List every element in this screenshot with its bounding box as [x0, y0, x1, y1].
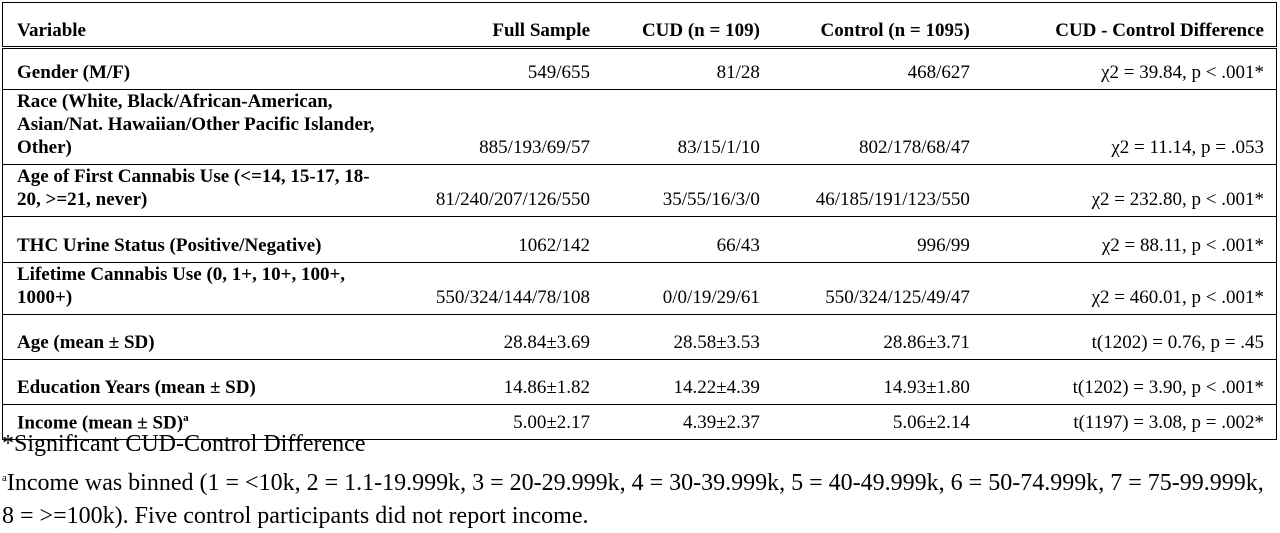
- data-cell: t(1202) = 0.76, p = .45: [981, 314, 1277, 360]
- row-label-cell: Gender (M/F): [2, 47, 403, 90]
- data-cell: 66/43: [602, 216, 772, 263]
- data-cell: 550/324/125/49/47: [771, 262, 982, 315]
- table-row: THC Urine Status (Positive/Negative) 1062…: [2, 216, 1277, 263]
- row-label: Gender (M/F): [17, 62, 131, 83]
- data-cell: 550/324/144/78/108: [402, 262, 603, 315]
- row-label: Age of First Cannabis Use (<=14, 15-17, …: [17, 166, 370, 210]
- column-header: Control (n = 1095): [771, 2, 982, 49]
- row-label: Lifetime Cannabis Use (0, 1+, 10+, 100+,…: [17, 264, 346, 308]
- row-label: Income (mean ± SD): [17, 412, 184, 433]
- data-cell: 28.84±3.69: [402, 314, 603, 360]
- column-header: Full Sample: [402, 2, 603, 49]
- data-cell: 46/185/191/123/550: [771, 164, 982, 217]
- row-label-cell: Income (mean ± SD)a: [2, 404, 403, 440]
- footnote-marker: a: [2, 472, 7, 484]
- row-label: Race (White, Black/African-American, Asi…: [17, 91, 375, 158]
- footnote: *Significant CUD-Control Difference: [2, 428, 1278, 461]
- row-label-cell: THC Urine Status (Positive/Negative): [2, 216, 403, 263]
- data-cell: t(1197) = 3.08, p = .002*: [981, 404, 1277, 440]
- data-cell: χ2 = 232.80, p < .001*: [981, 164, 1277, 217]
- data-cell: χ2 = 39.84, p < .001*: [981, 47, 1277, 90]
- row-label-cell: Age (mean ± SD): [2, 314, 403, 360]
- data-cell: 885/193/69/57: [402, 89, 603, 165]
- table-row: Income (mean ± SD)a 5.00±2.17 4.39±2.37 5.0…: [2, 404, 1277, 440]
- data-cell: 549/655: [402, 47, 603, 90]
- row-label-cell: Age of First Cannabis Use (<=14, 15-17, …: [2, 164, 403, 217]
- footnote: aIncome was binned (1 = <10k, 2 = 1.1-19…: [2, 462, 1278, 533]
- data-cell: 81/240/207/126/550: [402, 164, 603, 217]
- data-cell: 14.22±4.39: [602, 359, 772, 405]
- data-cell: 5.06±2.14: [771, 404, 982, 440]
- data-cell: 81/28: [602, 47, 772, 90]
- data-cell: 28.86±3.71: [771, 314, 982, 360]
- data-cell: 5.00±2.17: [402, 404, 603, 440]
- header-row: Variable Full Sample CUD (n = 109) Control …: [2, 2, 1277, 49]
- row-label-cell: Lifetime Cannabis Use (0, 1+, 10+, 100+,…: [2, 262, 403, 315]
- table-row: Age (mean ± SD) 28.84±3.69 28.58±3.53 28.86…: [2, 314, 1277, 360]
- footnote-marker: a: [183, 411, 189, 424]
- data-cell: 83/15/1/10: [602, 89, 772, 165]
- data-cell: χ2 = 88.11, p < .001*: [981, 216, 1277, 263]
- data-cell: 1062/142: [402, 216, 603, 263]
- row-label: Age (mean ± SD): [17, 332, 155, 353]
- table-row: Gender (M/F) 549/655 81/28 468/627 χ2 = 39.8…: [2, 47, 1277, 90]
- data-cell: χ2 = 11.14, p = .053: [981, 89, 1277, 165]
- footnote-text: Income was binned (1 = <10k, 2 = 1.1-19.…: [2, 470, 1264, 529]
- data-cell: 468/627: [771, 47, 982, 90]
- column-header: CUD - Control Difference: [981, 2, 1277, 49]
- column-header: Variable: [2, 2, 403, 49]
- row-label: THC Urine Status (Positive/Negative): [17, 235, 322, 256]
- table-row: Education Years (mean ± SD) 14.86±1.82 14.…: [2, 359, 1277, 405]
- data-cell: χ2 = 460.01, p < .001*: [981, 262, 1277, 315]
- data-cell: 14.93±1.80: [771, 359, 982, 405]
- table-row: Lifetime Cannabis Use (0, 1+, 10+, 100+,…: [2, 262, 1277, 315]
- table-row: Race (White, Black/African-American, Asi…: [2, 89, 1277, 165]
- data-cell: 28.58±3.53: [602, 314, 772, 360]
- data-cell: 35/55/16/3/0: [602, 164, 772, 217]
- data-cell: 802/178/68/47: [771, 89, 982, 165]
- data-cell: 14.86±1.82: [402, 359, 603, 405]
- row-label: Education Years (mean ± SD): [17, 377, 256, 398]
- column-header: CUD (n = 109): [602, 2, 772, 49]
- data-cell: 0/0/19/29/61: [602, 262, 772, 315]
- data-table: Variable Full Sample CUD (n = 109) Control …: [2, 2, 1277, 440]
- row-label-cell: Education Years (mean ± SD): [2, 359, 403, 405]
- table-row: Age of First Cannabis Use (<=14, 15-17, …: [2, 164, 1277, 217]
- footnote-text: *Significant CUD-Control Difference: [2, 431, 366, 457]
- data-cell: 996/99: [771, 216, 982, 263]
- data-cell: 4.39±2.37: [602, 404, 772, 440]
- row-label-cell: Race (White, Black/African-American, Asi…: [2, 89, 403, 165]
- data-cell: t(1202) = 3.90, p < .001*: [981, 359, 1277, 405]
